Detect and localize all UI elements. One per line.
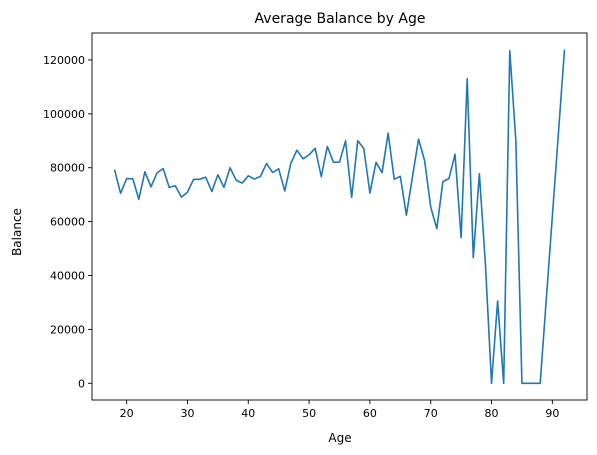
x-tick-label: 60 xyxy=(363,407,377,420)
x-tick-label: 40 xyxy=(241,407,255,420)
x-axis-label: Age xyxy=(328,431,351,445)
y-axis: 0 20000 40000 60000 80000 100000 120000 xyxy=(43,54,92,390)
plot-area xyxy=(91,32,588,401)
chart-title: Average Balance by Age xyxy=(255,11,426,27)
x-tick-label: 50 xyxy=(302,407,316,420)
x-tick-label: 70 xyxy=(424,407,438,420)
y-tick-label: 0 xyxy=(78,377,85,390)
y-tick-label: 20000 xyxy=(50,323,85,336)
y-tick-label: 60000 xyxy=(50,216,85,229)
series-line xyxy=(113,49,566,385)
y-tick-label: 120000 xyxy=(43,54,85,67)
plot-frame xyxy=(91,32,588,401)
x-tick-label: 80 xyxy=(485,407,499,420)
x-tick-label: 30 xyxy=(180,407,194,420)
y-tick-label: 40000 xyxy=(50,270,85,283)
x-tick-label: 90 xyxy=(545,407,559,420)
y-tick-label: 100000 xyxy=(43,108,85,121)
x-axis: 20 30 40 50 60 70 80 90 xyxy=(120,400,559,420)
x-tick-label: 20 xyxy=(120,407,134,420)
y-axis-label: Balance xyxy=(10,208,24,256)
y-tick-label: 80000 xyxy=(50,162,85,175)
